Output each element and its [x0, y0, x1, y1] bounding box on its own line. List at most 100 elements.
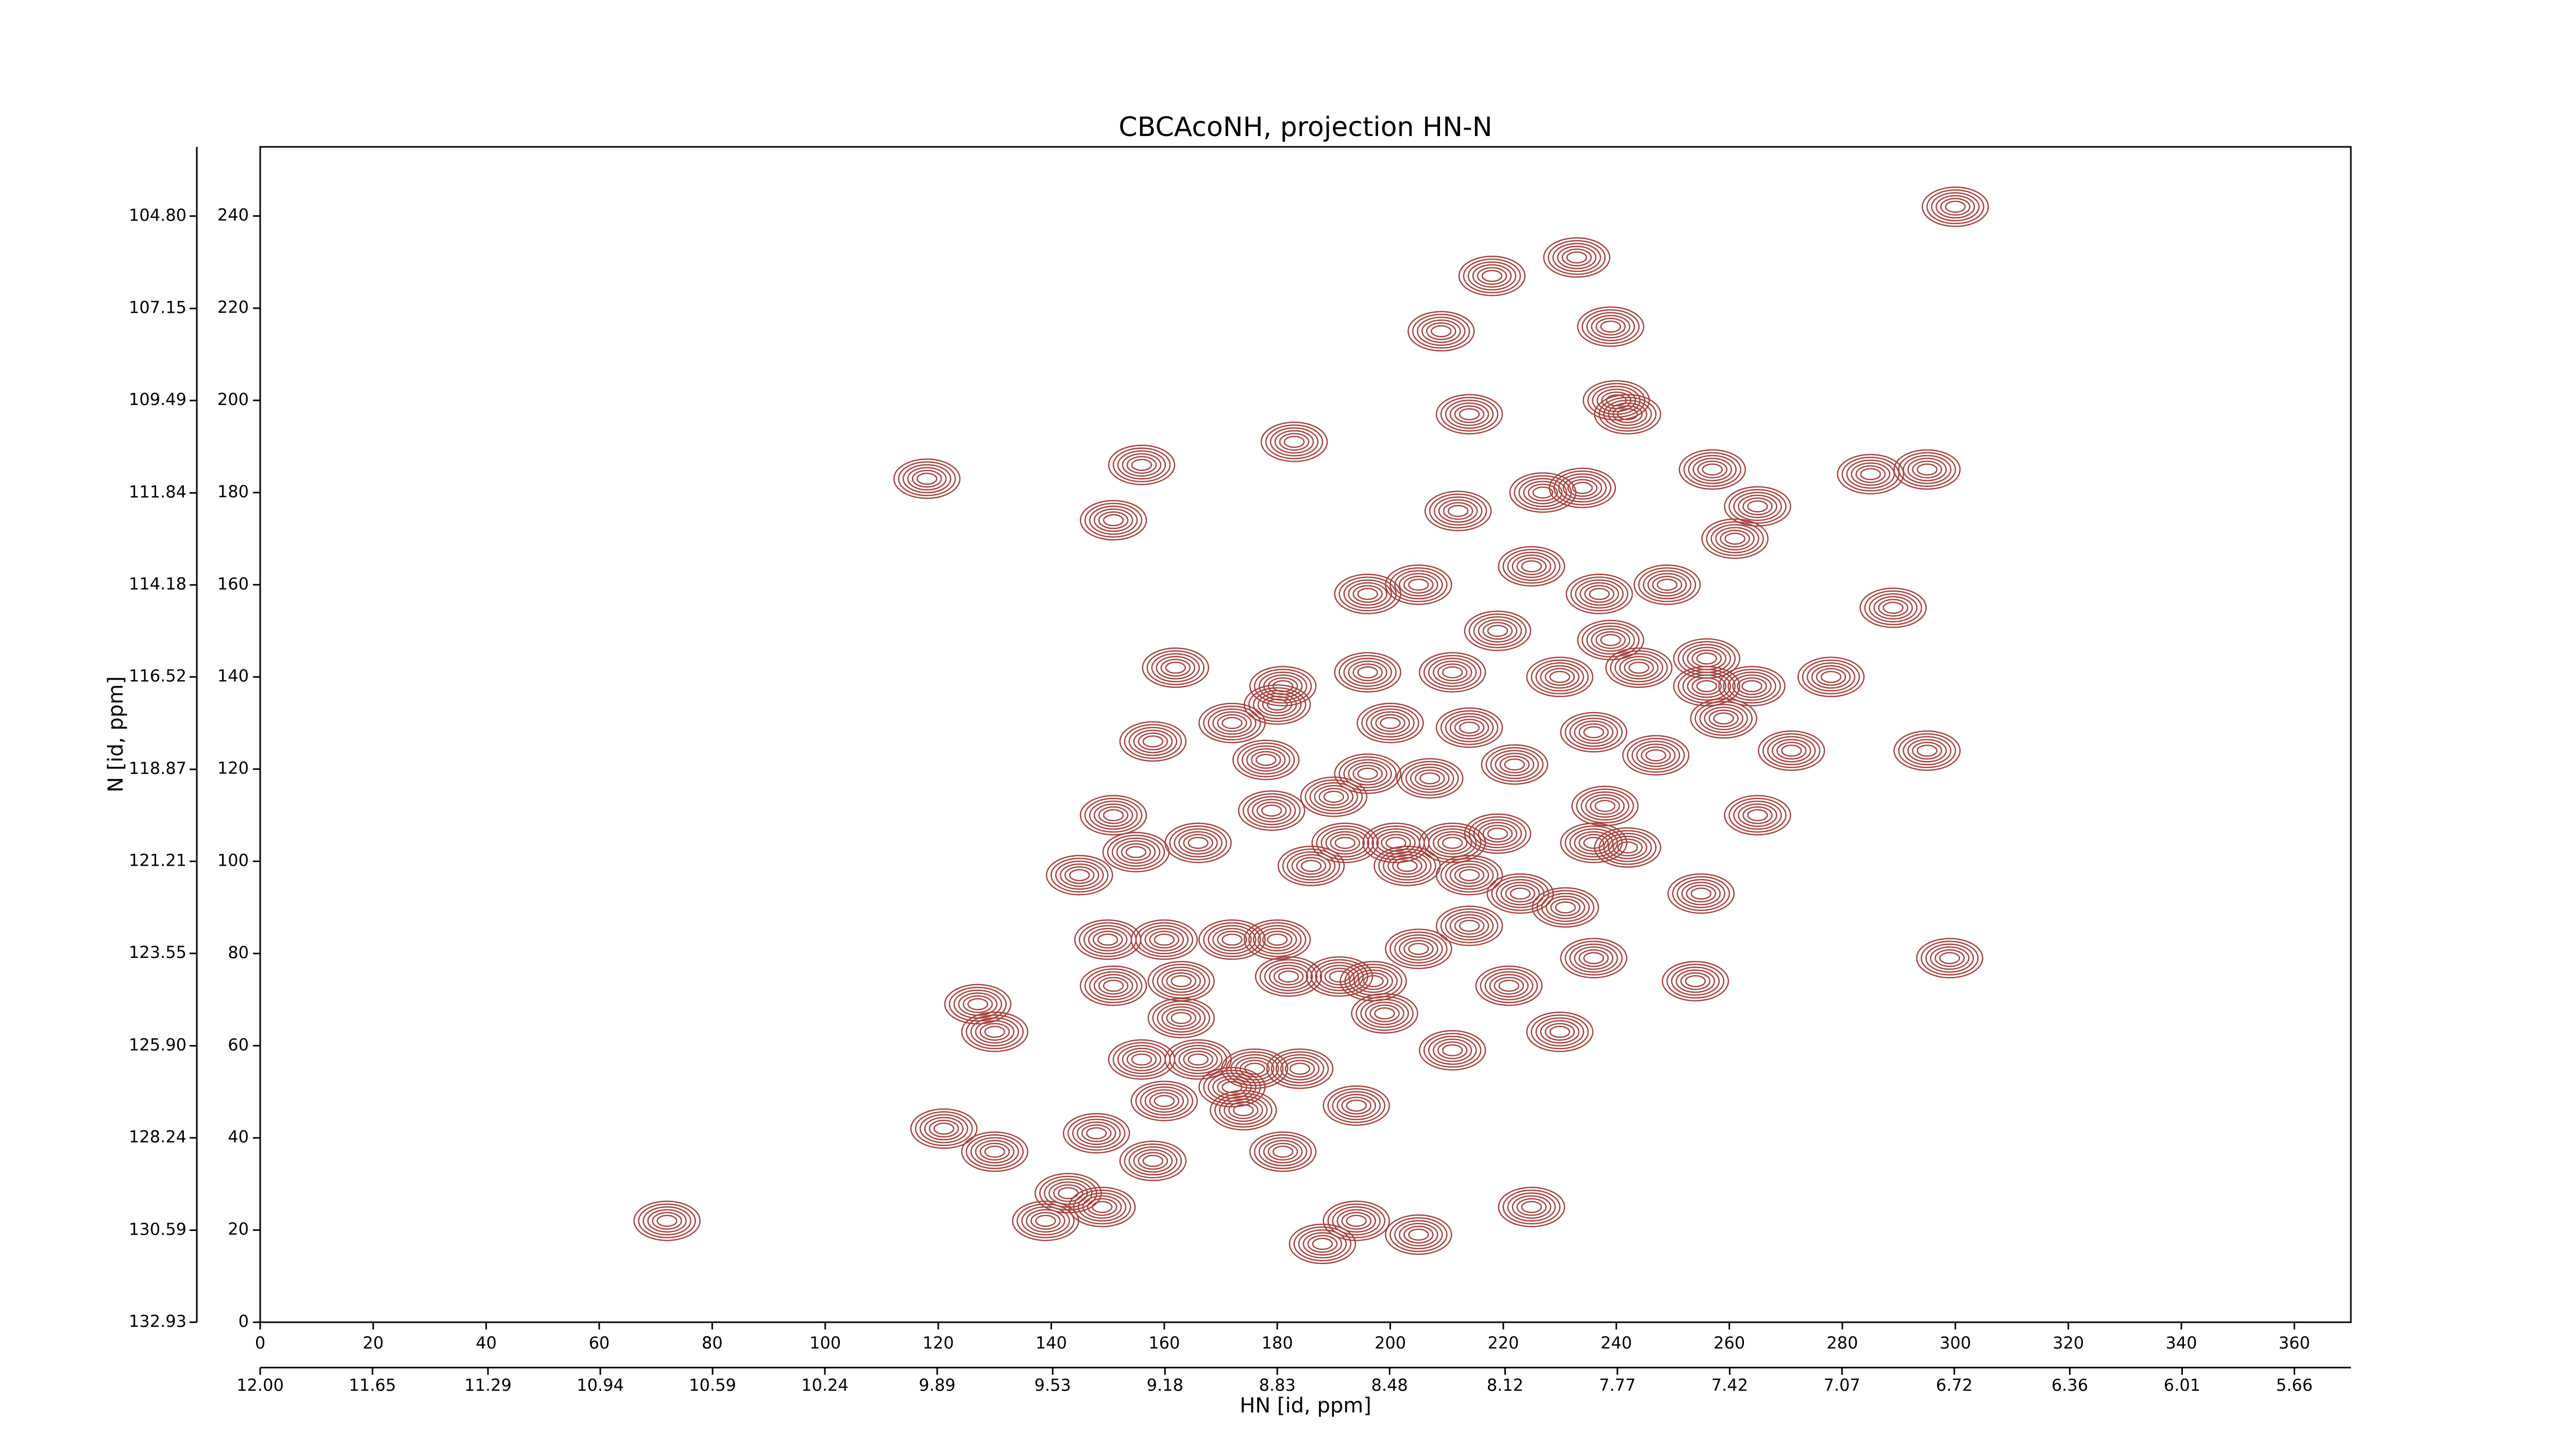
x2-tick-label: 10.24 — [801, 1375, 849, 1395]
contour-ring — [1212, 711, 1252, 735]
contour-ring — [1545, 668, 1575, 686]
contour-ring — [1490, 750, 1539, 779]
contour-ring — [1217, 714, 1247, 732]
contour-ring — [1607, 402, 1648, 426]
contour-ring — [1060, 863, 1099, 887]
contour-ring — [1252, 925, 1302, 954]
contour-ring — [1502, 549, 1561, 584]
peak — [1718, 666, 1786, 706]
y2-tick-label: 114.18 — [129, 574, 187, 594]
contour-ring — [1612, 405, 1643, 424]
contour-ring — [1265, 424, 1324, 460]
contour-ring — [1507, 551, 1556, 581]
contour-ring — [1098, 511, 1129, 529]
contour-ring — [1140, 1086, 1189, 1116]
contour-ring — [924, 1117, 964, 1141]
contour-ring — [965, 1134, 1024, 1169]
x2-tick-label: 9.89 — [919, 1375, 955, 1395]
contour-ring — [1614, 653, 1664, 683]
contour-ring — [1677, 668, 1736, 704]
contour-ring — [1174, 1044, 1223, 1074]
peak — [1198, 702, 1266, 744]
contour-ring — [1688, 454, 1737, 484]
contour-ring — [1067, 1116, 1126, 1151]
contour-ring — [1157, 1003, 1206, 1033]
contour-ring — [1603, 399, 1652, 429]
contour-ring — [1300, 860, 1322, 872]
contour-ring — [1435, 394, 1503, 435]
contour-ring — [1358, 972, 1388, 990]
contour-ring — [1440, 908, 1499, 943]
peak — [1464, 813, 1532, 854]
peak — [1164, 1039, 1232, 1080]
contour-ring — [1222, 933, 1243, 946]
contour-ring — [1401, 761, 1459, 796]
contour-ring — [1053, 1184, 1083, 1202]
contour-ring — [1481, 269, 1503, 282]
peak — [1724, 795, 1791, 836]
contour-ring — [916, 473, 938, 485]
peak — [1724, 486, 1791, 527]
contour-ring — [914, 1111, 973, 1147]
contour-ring — [1595, 317, 1626, 336]
peak — [1464, 610, 1532, 651]
contour-ring — [1203, 1070, 1261, 1105]
contour-ring — [1282, 848, 1341, 884]
contour-ring — [1727, 671, 1776, 701]
peak — [1334, 753, 1401, 794]
contour-ring — [1319, 965, 1360, 988]
contour-ring — [1581, 791, 1630, 821]
peak — [893, 458, 961, 499]
chart-title: CBCAcoNH, projection HN-N — [1118, 112, 1492, 143]
contour-ring — [1540, 1020, 1580, 1044]
contour-ring — [1697, 460, 1727, 479]
contour-ring — [1253, 1134, 1312, 1169]
contour-ring — [1617, 841, 1638, 854]
contour-ring — [1579, 723, 1609, 742]
contour-ring — [1487, 828, 1509, 840]
peak — [961, 1012, 1029, 1052]
contour-ring — [1279, 433, 1310, 451]
contour-ring — [1590, 628, 1631, 652]
x2-tick-label: 8.83 — [1259, 1375, 1296, 1395]
contour-ring — [1475, 965, 1543, 1006]
contour-ring — [1309, 782, 1359, 812]
x-axis-label: HN [id, ppm] — [1240, 1394, 1371, 1418]
contour-ring — [1440, 710, 1499, 745]
contour-ring — [1710, 524, 1759, 553]
contour-ring — [1188, 1053, 1209, 1066]
contour-ring — [1030, 1211, 1061, 1230]
contour-ring — [1346, 1099, 1367, 1112]
peak — [1418, 822, 1486, 863]
peak — [1633, 564, 1701, 605]
x2-tick-label: 11.29 — [464, 1375, 512, 1395]
contour-ring — [1574, 946, 1614, 970]
y-tick-label: 160 — [217, 574, 249, 594]
contour-ring — [1449, 716, 1489, 739]
contour-ring — [1208, 708, 1257, 738]
contour-ring — [1454, 866, 1485, 884]
contour-ring — [1701, 518, 1769, 559]
contour-ring — [1198, 702, 1266, 744]
contour-ring — [1428, 1035, 1477, 1065]
contour-ring — [1077, 1192, 1127, 1222]
contour-ring — [1454, 405, 1485, 424]
peak — [1560, 822, 1628, 863]
contour-ring — [1531, 1014, 1589, 1050]
contour-ring — [1454, 718, 1485, 737]
contour-ring — [1133, 1149, 1173, 1173]
peak — [1532, 887, 1599, 928]
peak — [1435, 394, 1503, 435]
contour-ring — [1068, 1187, 1136, 1227]
contour-ring — [1178, 1048, 1218, 1071]
contour-ring — [1050, 857, 1109, 893]
contour-ring — [1776, 742, 1807, 760]
contour-ring — [1302, 1232, 1343, 1256]
x-tick-label: 320 — [2053, 1333, 2084, 1353]
contour-ring — [1121, 843, 1151, 861]
contour-ring — [948, 987, 1007, 1022]
contour-ring — [1733, 800, 1782, 830]
contour-ring — [1226, 1051, 1284, 1086]
contour-ring — [1742, 497, 1773, 515]
contour-ring — [953, 989, 1003, 1019]
